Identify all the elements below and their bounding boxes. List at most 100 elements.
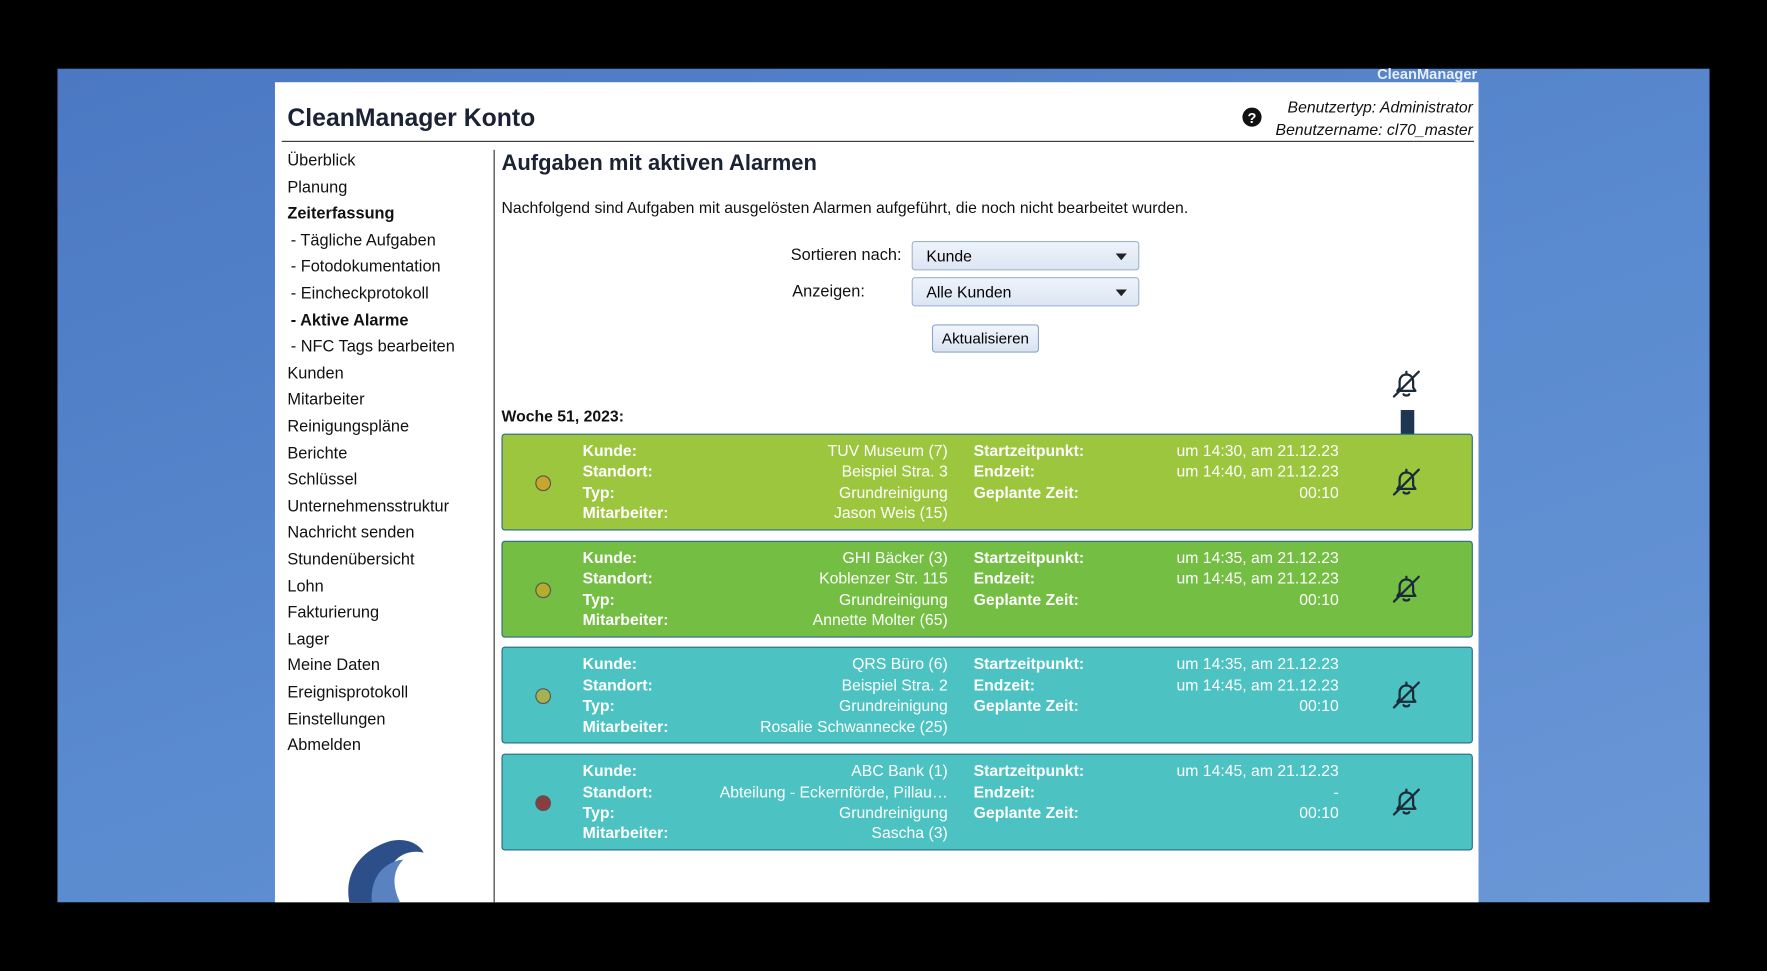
field-label: Kunde:: [582, 441, 637, 460]
show-select[interactable]: Alle Kunden: [911, 277, 1140, 307]
nav-item[interactable]: Ereignisprotokoll: [287, 683, 409, 702]
field-label: Startzeitpunkt:: [973, 441, 1085, 460]
field-label: Startzeitpunkt:: [973, 654, 1085, 673]
field-label: Startzeitpunkt:: [973, 761, 1085, 780]
intro: Nachfolgend sind Aufgaben mit ausgelöste…: [501, 198, 1189, 217]
field-label: Endzeit:: [973, 462, 1036, 481]
nav-item[interactable]: - Tägliche Aufgaben: [290, 231, 436, 250]
field-value: Koblenzer Str. 115: [819, 568, 948, 587]
alarm-card: [501, 647, 1473, 744]
field-value: um 14:45, am 21.12.23: [1176, 675, 1339, 694]
field-value: GHI Bäcker (3): [842, 548, 948, 567]
nav-item[interactable]: - Aktive Alarme: [290, 311, 409, 330]
field-value: 00:10: [1299, 696, 1339, 715]
field-label: Kunde:: [582, 761, 637, 780]
field-label: Startzeitpunkt:: [973, 548, 1085, 567]
field-label: Standort:: [582, 675, 653, 694]
field-value: um 14:35, am 21.12.23: [1176, 654, 1339, 673]
nav-item[interactable]: Lager: [287, 630, 330, 649]
field-value: Abteilung - Eckernförde, Pillau…: [719, 782, 948, 801]
brand: CleanManager: [1377, 65, 1478, 83]
field-value: Grundreinigung: [838, 803, 948, 822]
user-type: Benutzertyp: Administrator: [1287, 98, 1473, 117]
field-value: Grundreinigung: [838, 589, 948, 608]
nav-item[interactable]: - Fotodokumentation: [290, 258, 441, 277]
status-dot: [535, 688, 552, 705]
sort-label: Sortieren nach:: [790, 246, 902, 265]
nav-item[interactable]: Meine Daten: [287, 657, 381, 676]
field-label: Mitarbeiter:: [582, 717, 669, 736]
mute-all-icon[interactable]: [1389, 367, 1423, 401]
field-value: um 14:45, am 21.12.23: [1176, 568, 1339, 587]
field-label: Standort:: [582, 568, 653, 587]
field-value: Jason Weis (15): [834, 503, 948, 522]
nav-item[interactable]: Fakturierung: [287, 603, 380, 623]
nav-item[interactable]: Zeiterfassung: [287, 205, 395, 224]
nav-item[interactable]: Berichte: [287, 444, 348, 463]
field-value: um 14:35, am 21.12.23: [1176, 548, 1339, 567]
nav-item[interactable]: - NFC Tags bearbeiten: [290, 338, 455, 357]
status-dot: [535, 475, 552, 492]
mute-alarm-icon[interactable]: [1389, 785, 1423, 819]
field-label: Mitarbeiter:: [582, 823, 669, 842]
header-rule: [281, 140, 1474, 142]
field-label: Mitarbeiter:: [582, 610, 669, 629]
field-label: Geplante Zeit:: [973, 483, 1079, 502]
field-label: Mitarbeiter:: [582, 503, 669, 522]
nav-item[interactable]: Planung: [287, 178, 348, 197]
field-value: Rosalie Schwannecke (25): [760, 717, 948, 736]
field-value: um 14:45, am 21.12.23: [1176, 761, 1339, 780]
nav-item[interactable]: Unternehmensstruktur: [287, 497, 450, 516]
field-label: Typ:: [582, 696, 615, 715]
field-label: Kunde:: [582, 548, 637, 567]
user-name: Benutzername: cl70_master: [1275, 120, 1473, 139]
field-value: 00:10: [1299, 589, 1339, 608]
mute-alarm-icon[interactable]: [1389, 465, 1423, 499]
heading: Aufgaben mit aktiven Alarmen: [501, 150, 817, 176]
field-value: Grundreinigung: [838, 483, 948, 502]
nav-item[interactable]: Nachricht senden: [287, 524, 415, 543]
nav-item[interactable]: Abmelden: [287, 736, 361, 755]
nav-item[interactable]: Überblick: [287, 152, 356, 171]
alarm-card: [501, 433, 1473, 531]
nav-item[interactable]: Einstellungen: [287, 710, 386, 729]
field-label: Endzeit:: [973, 568, 1036, 587]
help-icon[interactable]: ?: [1242, 107, 1262, 127]
page-title: CleanManager Konto: [287, 103, 536, 132]
nav-item[interactable]: Lohn: [287, 577, 324, 596]
status-dot: [535, 582, 552, 598]
field-value: um 14:40, am 21.12.23: [1176, 462, 1339, 481]
nav-item[interactable]: Schlüssel: [287, 471, 358, 490]
field-value: Grundreinigung: [838, 696, 948, 715]
field-label: Standort:: [582, 462, 653, 481]
field-label: Endzeit:: [973, 675, 1036, 694]
field-label: Typ:: [582, 589, 615, 608]
nav-item[interactable]: Kunden: [287, 364, 344, 383]
sidebar-divider: [493, 149, 495, 903]
svg-text:?: ?: [1248, 111, 1257, 127]
mute-alarm-icon[interactable]: [1389, 679, 1423, 713]
status-dot: [535, 795, 552, 812]
nav-item[interactable]: Reinigungspläne: [287, 417, 410, 436]
field-value: Beispiel Stra. 3: [841, 462, 948, 481]
sort-select[interactable]: Kunde: [911, 241, 1140, 271]
field-value: Annette Molter (65): [812, 610, 948, 629]
mute-alarm-icon[interactable]: [1389, 572, 1423, 606]
week-label: Woche 51, 2023:: [501, 406, 624, 425]
field-label: Endzeit:: [973, 782, 1036, 801]
field-value: -: [1333, 782, 1339, 801]
field-value: TUV Museum (7): [827, 441, 948, 460]
nav-item[interactable]: Stundenübersicht: [287, 550, 415, 569]
field-value: QRS Büro (6): [852, 654, 948, 673]
field-value: um 14:30, am 21.12.23: [1176, 441, 1339, 460]
field-value: Beispiel Stra. 2: [841, 675, 948, 694]
logo: [348, 840, 424, 903]
field-label: Geplante Zeit:: [973, 696, 1079, 715]
refresh-button[interactable]: Aktualisieren: [931, 324, 1040, 353]
nav-item[interactable]: - Eincheckprotokoll: [290, 284, 429, 304]
field-label: Typ:: [582, 483, 615, 502]
nav-item[interactable]: Mitarbeiter: [287, 391, 365, 410]
alarm-card: [501, 540, 1473, 638]
